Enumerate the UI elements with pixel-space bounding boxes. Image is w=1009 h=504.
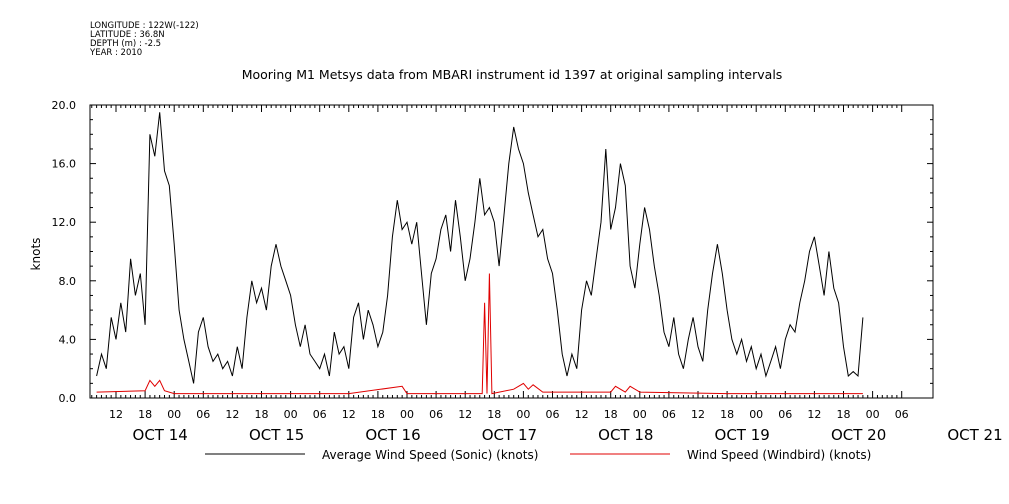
plot-frame — [89, 104, 934, 399]
depth-label: DEPTH (m) : -2.5 — [90, 39, 162, 49]
y-axis-label: knots — [29, 238, 43, 271]
x-tick-label: 18 — [487, 408, 501, 421]
x-tick-label: 00 — [516, 408, 530, 421]
x-tick-label: 06 — [313, 408, 327, 421]
x-tick-label: 00 — [167, 408, 181, 421]
series-layer — [96, 112, 864, 395]
x-tick-label: 12 — [342, 408, 356, 421]
legend-label: Wind Speed (Windbird) (knots) — [687, 448, 871, 462]
chart-title: Mooring M1 Metsys data from MBARI instru… — [242, 67, 783, 82]
series-line-2 — [96, 273, 863, 395]
latitude-label: LATITUDE : 36.8N — [90, 30, 165, 40]
x-day-label: OCT 14 — [133, 426, 188, 444]
y-tick-label: 12.0 — [52, 216, 77, 229]
x-tick-label: 00 — [866, 408, 880, 421]
x-day-label: OCT 17 — [482, 426, 537, 444]
x-day-label: OCT 18 — [598, 426, 653, 444]
series-line-1 — [96, 112, 864, 384]
x-tick-label: 18 — [255, 408, 269, 421]
year-label: YEAR : 2010 — [90, 48, 143, 58]
x-tick-label: 00 — [633, 408, 647, 421]
y-tick-label: 4.0 — [59, 333, 77, 346]
y-tick-label: 20.0 — [52, 99, 77, 112]
x-day-label: OCT 20 — [831, 426, 886, 444]
x-day-label: OCT 15 — [249, 426, 304, 444]
y-tick-label: 8.0 — [59, 275, 77, 288]
longitude-label: LONGITUDE : 122W(-122) — [90, 21, 199, 31]
x-tick-label: 12 — [225, 408, 239, 421]
y-tick-label: 16.0 — [52, 158, 77, 171]
x-tick-label: 06 — [778, 408, 792, 421]
x-tick-label: 00 — [400, 408, 414, 421]
x-tick-label: 06 — [196, 408, 210, 421]
x-tick-label: 00 — [749, 408, 763, 421]
x-tick-label: 12 — [807, 408, 821, 421]
x-day-label: OCT 21 — [947, 426, 1002, 444]
x-tick-label: 00 — [284, 408, 298, 421]
y-tick-label: 0.0 — [59, 392, 77, 405]
x-tick-label: 06 — [429, 408, 443, 421]
x-tick-label: 12 — [109, 408, 123, 421]
x-day-label: OCT 19 — [715, 426, 770, 444]
axis-ticks: 0.0 4.0 8.0 12.0 16.0 20.0 12 18 00 06 12 18 00 06 12 1… — [52, 99, 1003, 444]
x-tick-label: 06 — [895, 408, 909, 421]
x-tick-label: 12 — [691, 408, 705, 421]
x-tick-label: 12 — [575, 408, 589, 421]
x-tick-label: 18 — [604, 408, 618, 421]
x-tick-label: 18 — [720, 408, 734, 421]
x-tick-label: 18 — [138, 408, 152, 421]
x-tick-label: 06 — [662, 408, 676, 421]
x-tick-label: 18 — [371, 408, 385, 421]
legend: Average Wind Speed (Sonic) (knots) Wind S… — [205, 448, 871, 462]
x-tick-label: 18 — [837, 408, 851, 421]
legend-label: Average Wind Speed (Sonic) (knots) — [322, 448, 538, 462]
x-tick-label: 12 — [458, 408, 472, 421]
x-day-label: OCT 16 — [365, 426, 420, 444]
x-tick-label: 06 — [546, 408, 560, 421]
